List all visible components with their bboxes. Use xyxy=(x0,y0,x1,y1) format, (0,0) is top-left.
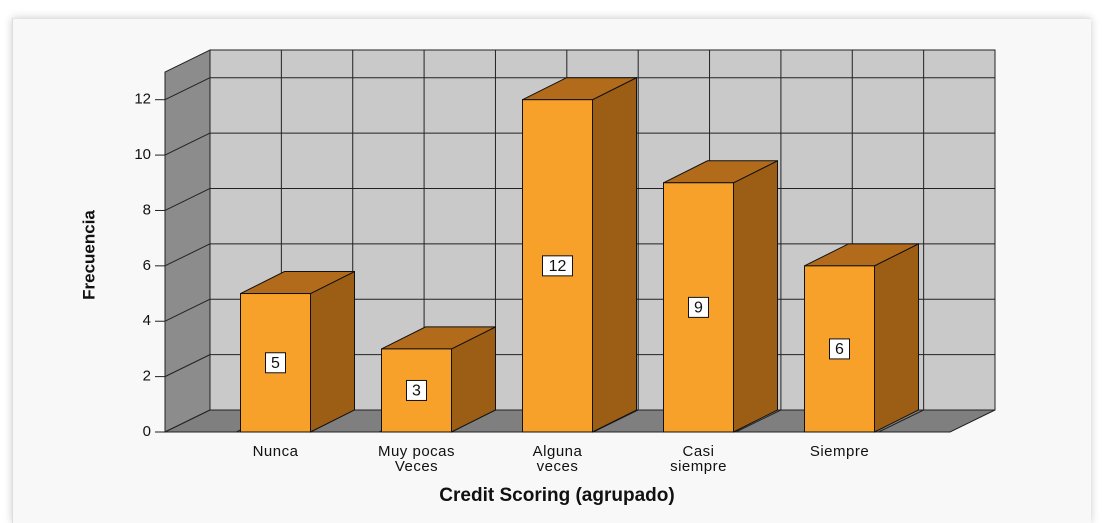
y-tick-label: 8 xyxy=(143,201,151,218)
y-axis-title: Frecuencia xyxy=(79,210,98,300)
value-label: 3 xyxy=(412,383,421,400)
x-tick-label: Muy pocas Veces xyxy=(377,443,456,475)
bar-side xyxy=(310,270,355,433)
x-tick-label: Nunca xyxy=(252,443,299,460)
y-tick-label: 4 xyxy=(143,312,151,329)
value-label: 12 xyxy=(549,258,567,275)
y-tick-label: 12 xyxy=(134,91,151,108)
grid-line xyxy=(164,77,211,101)
grid-line xyxy=(164,354,211,378)
bar xyxy=(522,99,593,433)
grid-line xyxy=(164,298,211,322)
bar-side xyxy=(592,76,637,433)
value-label-box xyxy=(542,255,573,277)
side-wall xyxy=(164,49,211,433)
floor-line xyxy=(878,409,924,433)
y-tick-label: 2 xyxy=(143,368,151,385)
value-label: 9 xyxy=(694,300,703,317)
value-label-box xyxy=(265,352,286,374)
bar-side xyxy=(733,159,778,433)
y-tick-label: 6 xyxy=(143,257,151,274)
x-tick-label: Alguna veces xyxy=(532,443,583,475)
x-tick-label: Siempre xyxy=(809,443,870,460)
x-tick-label: Casi siempre xyxy=(670,443,727,475)
grid-line xyxy=(164,188,211,211)
value-label: 5 xyxy=(271,355,280,372)
bar-side xyxy=(874,243,919,433)
value-label-box xyxy=(688,296,709,318)
floor-line xyxy=(735,409,782,433)
y-tick-label: 10 xyxy=(134,146,151,163)
grid-line xyxy=(164,132,211,156)
grid-line xyxy=(164,243,211,267)
value-label-box xyxy=(829,338,850,360)
value-label: 6 xyxy=(835,341,844,358)
x-axis-title: Credit Scoring (agrupado) xyxy=(439,485,674,506)
y-tick-label: 0 xyxy=(143,423,151,440)
value-label-box xyxy=(406,379,427,401)
